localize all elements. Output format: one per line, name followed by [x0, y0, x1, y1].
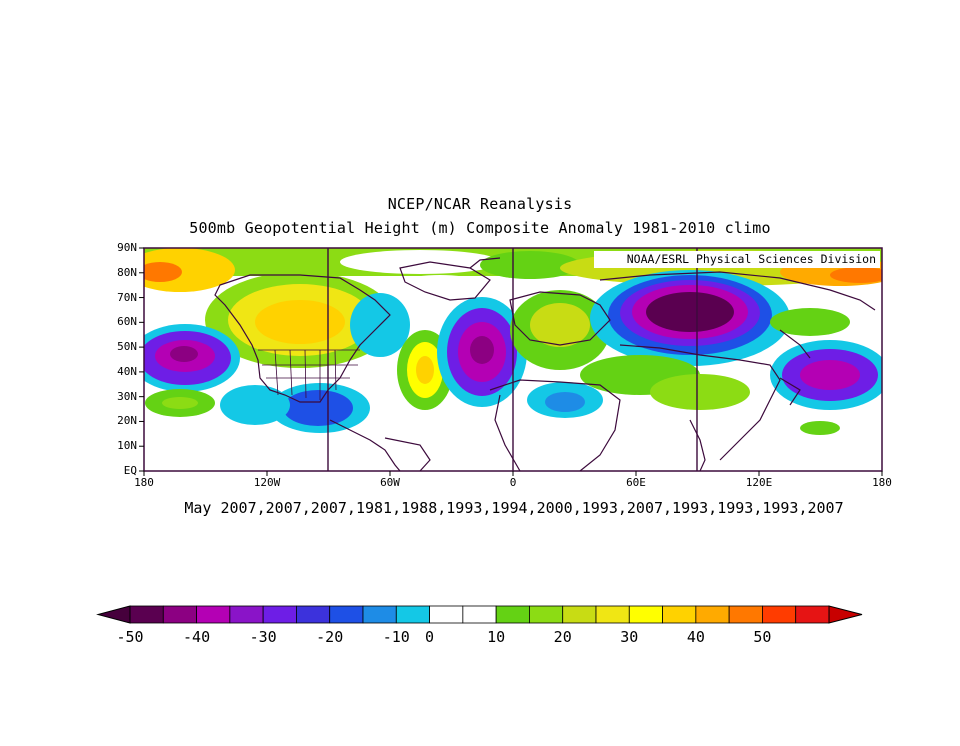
colorbar-swatch [429, 605, 464, 624]
colorbar-label: -40 [183, 628, 211, 646]
colorbar-label: 0 [425, 628, 435, 646]
lat-label: EQ [123, 464, 137, 477]
composite-years-subtitle: May 2007,2007,2007,1981,1988,1993,1994,2… [184, 499, 844, 517]
colorbar-swatch [229, 605, 264, 624]
colorbar-swatch [129, 605, 164, 624]
lon-label: 0 [509, 476, 517, 489]
colorbar-swatch [562, 605, 597, 624]
title-line-1: NCEP/NCAR Reanalysis [387, 195, 573, 213]
lat-label: 30N [117, 389, 137, 403]
us-state-borders [258, 349, 360, 400]
title-line-2: 500mb Geopotential Height (m) Composite … [189, 219, 771, 237]
lon-label: 60E [626, 476, 646, 489]
lat-label: 20N [117, 414, 137, 428]
colorbar [96, 605, 863, 624]
colorbar-label: -30 [249, 628, 277, 646]
colorbar-swatch [162, 605, 197, 624]
lat-label: 40N [117, 364, 137, 378]
lon-label: 120W [253, 476, 281, 489]
lon-label: 120E [745, 476, 773, 489]
colorbar-swatch [262, 605, 297, 624]
colorbar-swatch [395, 605, 430, 624]
lon-label: 180 [872, 476, 892, 489]
colorbar-under-arrow [96, 605, 131, 624]
axis-ticks [139, 247, 883, 476]
colorbar-label: 50 [753, 628, 772, 646]
lon-label: 180 [134, 476, 154, 489]
colorbar-label: -20 [316, 628, 344, 646]
lat-label: 80N [117, 265, 137, 279]
lat-label: 70N [117, 290, 137, 304]
lat-label: 60N [117, 315, 137, 329]
colorbar-swatch [662, 605, 697, 624]
colorbar-swatch [728, 605, 763, 624]
colorbar-label: 40 [686, 628, 705, 646]
colorbar-label: 10 [487, 628, 506, 646]
meridian-lines [327, 248, 698, 471]
colorbar-label: -10 [382, 628, 410, 646]
colorbar-swatch [529, 605, 564, 624]
lat-label: 50N [117, 340, 137, 354]
colorbar-over-arrow [828, 605, 863, 624]
colorbar-swatch [462, 605, 497, 624]
credit-label: NOAA/ESRL Physical Sciences Division [594, 251, 880, 268]
colorbar-swatch [329, 605, 364, 624]
colorbar-label: 20 [553, 628, 572, 646]
colorbar-swatch [762, 605, 797, 624]
lon-label: 60W [380, 476, 400, 489]
colorbar-label: -50 [116, 628, 144, 646]
colorbar-swatch [196, 605, 231, 624]
colorbar-swatch [695, 605, 730, 624]
colorbar-swatch [296, 605, 331, 624]
colorbar-swatch [795, 605, 830, 624]
colorbar-label: 30 [620, 628, 639, 646]
lat-label: 90N [117, 241, 137, 254]
colorbar-swatch [495, 605, 530, 624]
colorbar-swatch [628, 605, 663, 624]
colorbar-swatch [595, 605, 630, 624]
colorbar-swatch [362, 605, 397, 624]
lat-label: 10N [117, 439, 137, 453]
